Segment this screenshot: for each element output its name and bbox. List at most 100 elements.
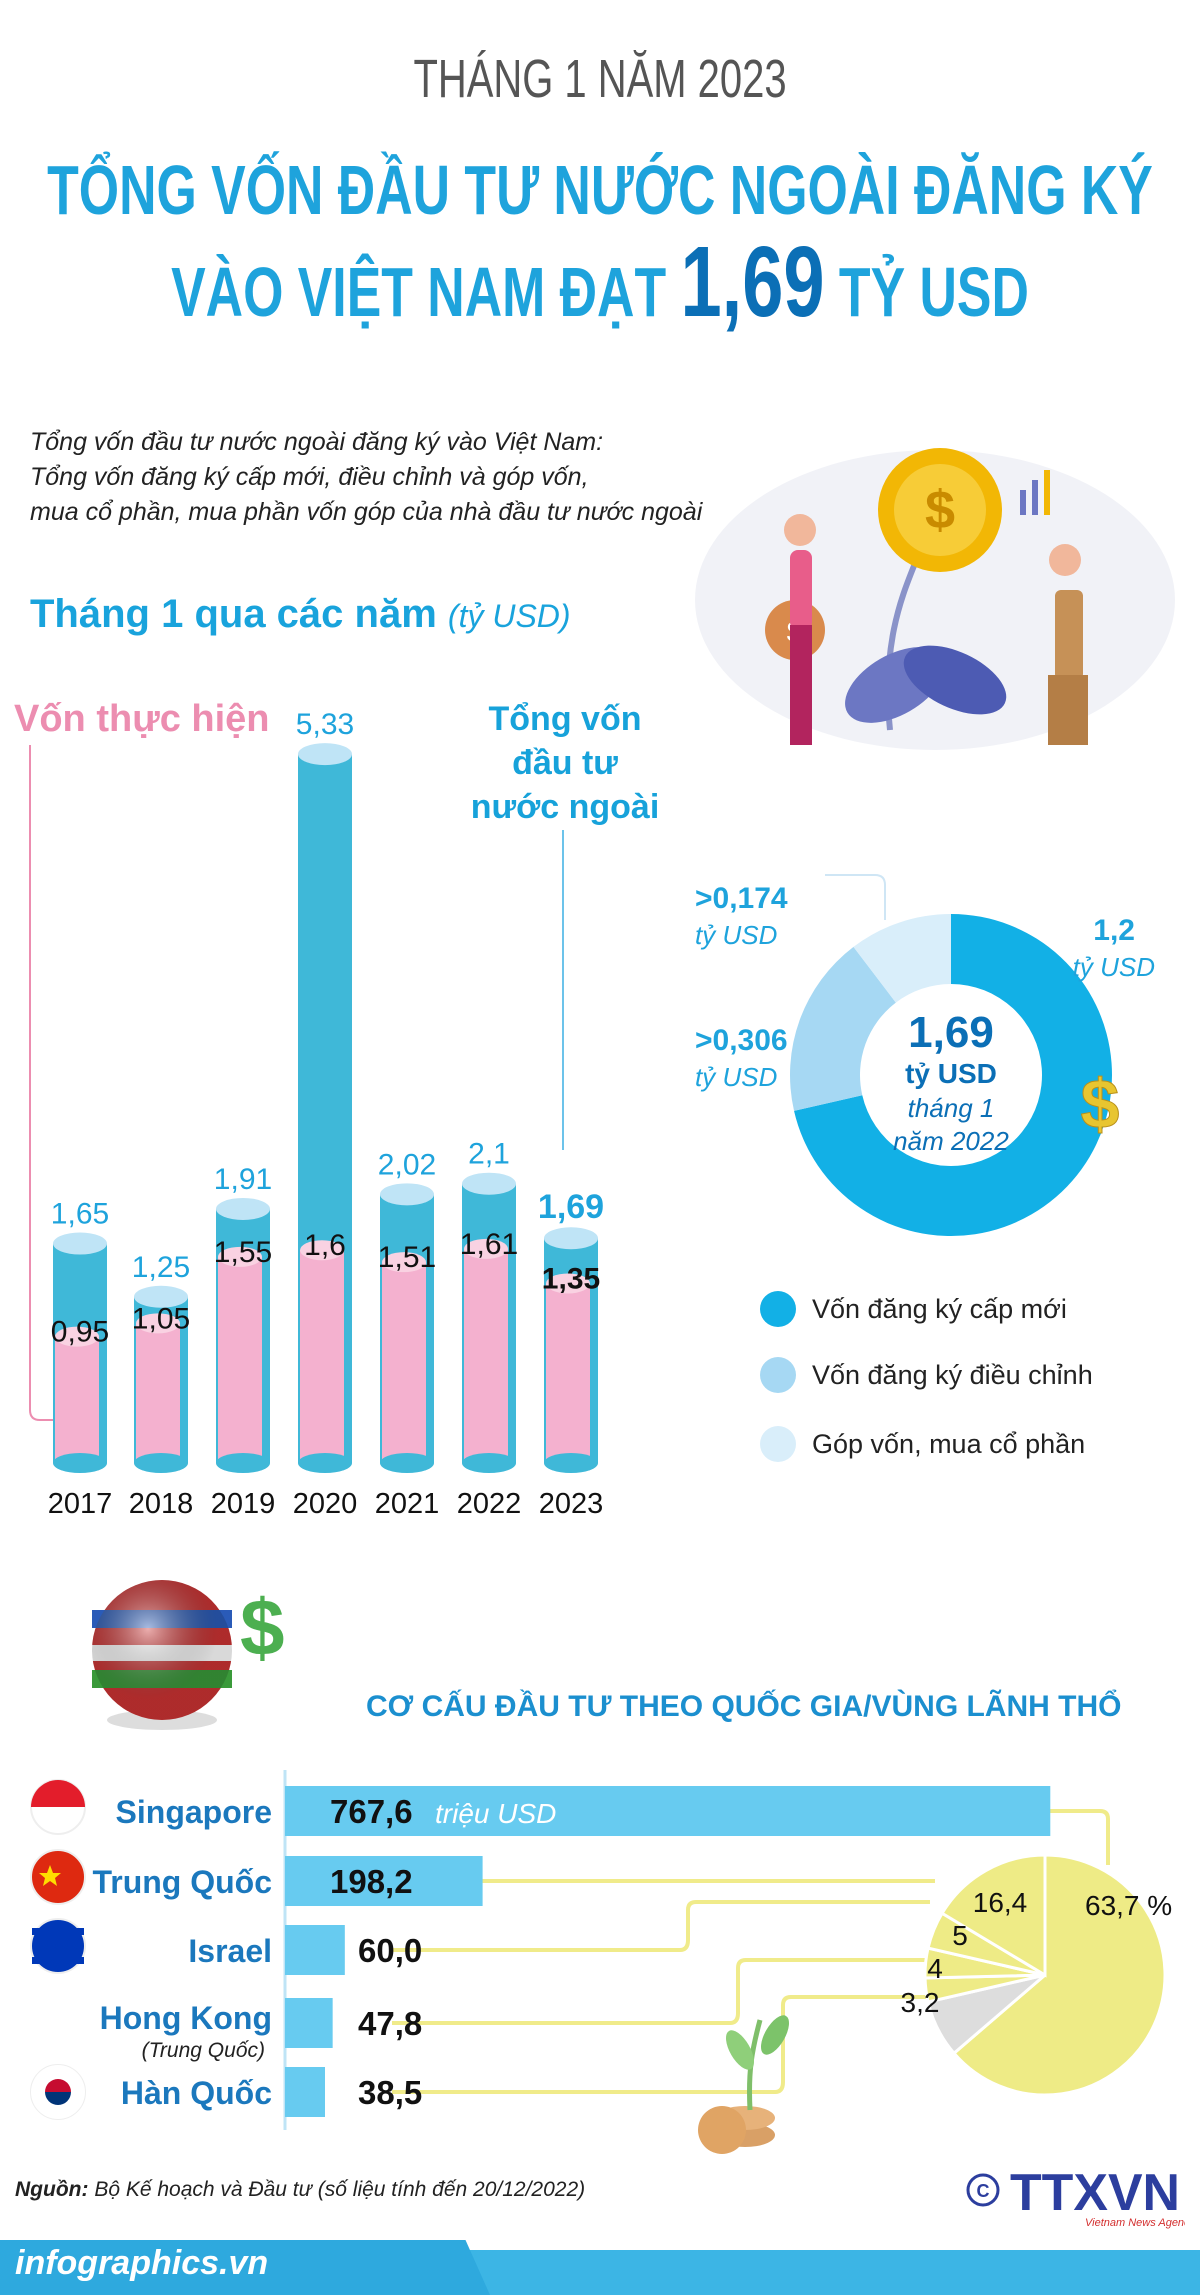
country-name: Hong Kong: [100, 2000, 272, 2036]
globe-flags-illustration: $: [92, 1580, 285, 1730]
dollar-icon: $: [1081, 1065, 1120, 1143]
year-label: 2020: [293, 1488, 358, 1520]
total-value-label: 1,91: [214, 1163, 272, 1196]
donut-center-period: năm 2022: [893, 1126, 1009, 1156]
bar-base: [544, 1453, 598, 1473]
flag-icon-part: [31, 1780, 85, 1807]
donut-value-label: 1,2: [1093, 914, 1135, 947]
title-value: 1,69: [680, 226, 825, 338]
connector-line: [392, 1900, 930, 1952]
total-value-label: 2,02: [378, 1148, 436, 1181]
description: Tổng vốn đầu tư nước ngoài đăng ký vào V…: [30, 425, 702, 530]
disbursed-leader-line: [29, 745, 60, 1421]
donut-slice: [853, 914, 951, 1003]
svg-text:TTXVN: TTXVN: [1010, 2164, 1180, 2222]
disbursed-bar: [382, 1262, 426, 1463]
legend-label: Vốn đăng ký cấp mới: [812, 1293, 1067, 1324]
disbursed-bar-top: [464, 1238, 508, 1259]
country-name: Hàn Quốc: [121, 2075, 272, 2111]
chart-title-text: Tháng 1 qua các năm: [30, 592, 437, 636]
country-value-label: 767,6: [330, 1793, 413, 1830]
total-bar-top: [462, 1172, 516, 1195]
bar-base: [216, 1453, 270, 1473]
country-note: (Trung Quốc): [142, 2039, 265, 2062]
page-title: TỔNG VỐN ĐẦU TƯ NƯỚC NGOÀI ĐĂNG KÝ: [0, 150, 1200, 240]
legend-item: Góp vốn, mua cổ phần: [760, 1426, 1085, 1462]
disbursed-value-label: 0,95: [51, 1316, 109, 1349]
donut-slice: [790, 946, 896, 1111]
country-bar: [285, 1998, 333, 2048]
leader-line: [825, 874, 886, 920]
footer-band-tab: [0, 2240, 490, 2295]
donut-center-unit: tỷ USD: [905, 1058, 997, 1089]
flag-icon-part: [32, 1928, 84, 1935]
year-label: 2021: [375, 1488, 440, 1520]
total-value-label: 1,25: [132, 1251, 190, 1284]
source-note: Nguồn: Bộ Kế hoạch và Đầu tư (số liệu tí…: [15, 2178, 585, 2202]
disbursed-value-label: 1,55: [214, 1236, 272, 1269]
connector-line: [1047, 1809, 1110, 1865]
leaf-icon: [761, 2015, 789, 2055]
disbursed-bar: [218, 1256, 262, 1463]
legend-item: Vốn đăng ký cấp mới: [760, 1291, 1067, 1327]
chart-unit: (tỷ USD): [447, 598, 571, 634]
bar-base: [298, 1453, 352, 1473]
disbursed-bar-top: [55, 1326, 99, 1347]
disbursed-value-label: 1,51: [378, 1241, 436, 1274]
disbursed-value-label: 1,61: [460, 1228, 518, 1261]
flag-icon-part: [39, 1865, 61, 1886]
disbursed-bar: [464, 1248, 508, 1463]
title-pre: VÀO VIỆT NAM ĐẠT: [171, 253, 667, 331]
total-bar-top: [544, 1227, 598, 1250]
disbursed-value-label: 1,6: [304, 1229, 346, 1262]
source-text: Bộ Kế hoạch và Đầu tư (số liệu tính đến …: [94, 2178, 586, 2201]
description-line: mua cổ phần, mua phần vốn góp của nhà đầ…: [30, 498, 703, 526]
site-link[interactable]: infographics.vn: [15, 2244, 269, 2282]
country-value-label: 38,5: [358, 2074, 422, 2111]
flag-icon: [30, 1918, 86, 1974]
country-value-label: 60,0: [358, 1932, 422, 1969]
disbursed-value-label: 1,35: [542, 1262, 600, 1295]
flag-icon: [30, 1849, 86, 1905]
investment-illustration: $ $: [695, 448, 1175, 750]
country-value-label: 198,2: [330, 1863, 413, 1900]
country-bar-chart: 767,6 Singapore 198,2 Trung Quốc 60,0 Israel 4…: [30, 1770, 1172, 2154]
donut-center-period: tháng 1: [908, 1093, 995, 1123]
disbursed-bar-top: [136, 1313, 180, 1334]
legend-label: Góp vốn, mua cổ phần: [812, 1428, 1086, 1459]
source-label: Nguồn:: [15, 2178, 89, 2201]
flag-icon-part: [45, 2079, 71, 2092]
donut-value-label: >0,174: [695, 882, 788, 915]
legend-label: Vốn đăng ký điều chỉnh: [812, 1359, 1093, 1390]
disbursed-bar-top: [382, 1252, 426, 1273]
disbursed-bar: [300, 1250, 344, 1463]
disbursed-bar-top: [546, 1273, 590, 1294]
year-label: 2017: [48, 1488, 113, 1520]
disbursed-value-label: 1,05: [132, 1302, 190, 1335]
country-bar: [285, 1786, 1051, 1836]
series-label-disbursed: Vốn thực hiện: [14, 698, 270, 740]
connector-line: [392, 1958, 925, 2025]
leaf-icon: [726, 2030, 754, 2070]
disbursed-bar-top: [218, 1246, 262, 1267]
series-label-line: nước ngoài: [470, 788, 660, 826]
bar-base: [462, 1453, 516, 1473]
total-bar-top: [380, 1183, 434, 1206]
pie-value-label: 16,4: [973, 1887, 1028, 1918]
year-label: 2022: [457, 1488, 522, 1520]
title-line1: TỔNG VỐN ĐẦU TƯ NƯỚC NGOÀI ĐĂNG KÝ: [47, 151, 1153, 229]
donut-unit-label: tỷ USD: [1073, 952, 1155, 982]
total-value-label: 5,33: [296, 708, 354, 741]
country-bar: [285, 1925, 345, 1975]
bar-base: [380, 1453, 434, 1473]
series-label-line: Tổng vốn: [488, 700, 642, 738]
flag-icon-part: [45, 2092, 71, 2105]
pie-value-label: 5: [952, 1920, 968, 1951]
ttxvn-logo: C TTXVN Vietnam News Agency: [966, 2164, 1185, 2229]
coin-icon: [698, 2106, 746, 2154]
country-name: Israel: [188, 1933, 272, 1969]
yearly-bar-chart: 1,65 0,95 2017 1,25 1,05 2018 1,91 1,55 2019 5,33…: [29, 708, 604, 1520]
svg-text:$: $: [925, 480, 955, 540]
total-value-label: 2,1: [468, 1138, 510, 1171]
